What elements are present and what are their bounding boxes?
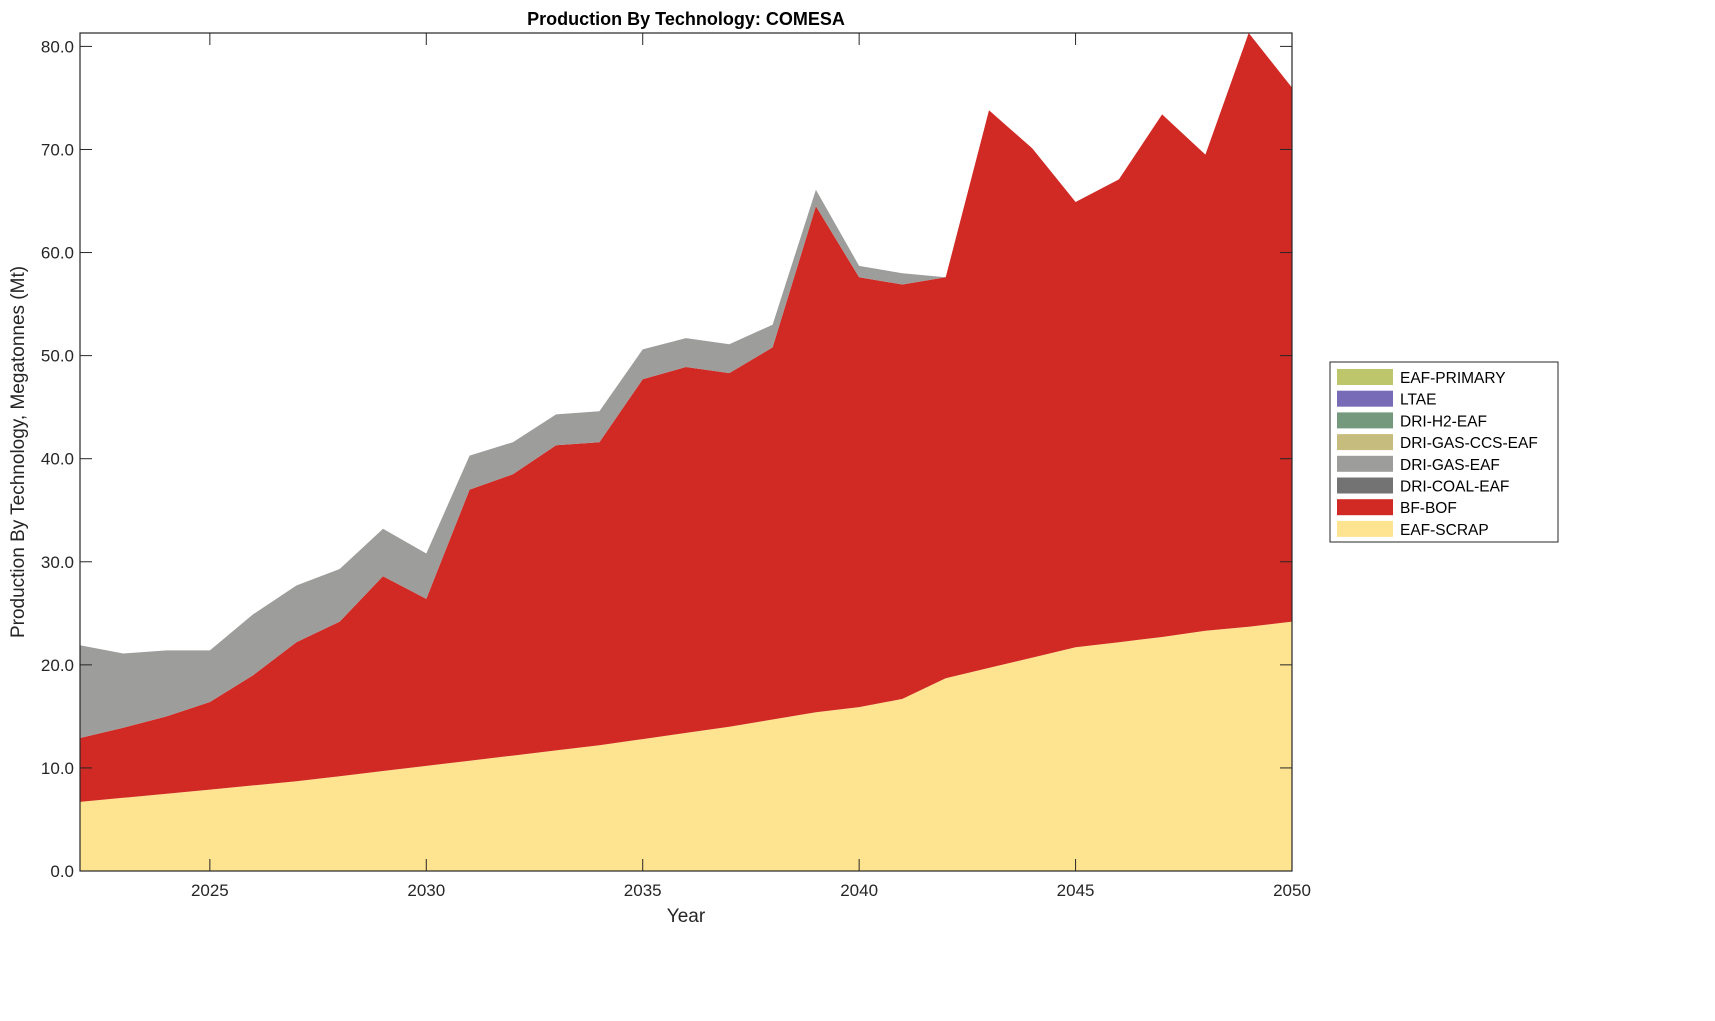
y-tick-label: 80.0: [41, 37, 74, 56]
legend-item-dri-gas-ccs-eaf: DRI-GAS-CCS-EAF: [1337, 434, 1538, 452]
y-tick-label: 70.0: [41, 140, 74, 159]
legend-label: BF-BOF: [1400, 500, 1457, 517]
legend-swatch: [1337, 369, 1393, 385]
legend-swatch: [1337, 455, 1393, 472]
plot-frame: [79, 32, 1293, 872]
x-tick-label: 2025: [191, 881, 229, 900]
legend-item-bf-bof: BF-BOF: [1337, 499, 1457, 517]
legend-swatch: [1337, 520, 1393, 537]
x-axis: 2025 2030 2035 2040 2045 2050: [191, 33, 1311, 900]
area-dri-gas-eaf: [80, 33, 1292, 738]
x-tick-label: 2050: [1273, 881, 1311, 900]
area-eaf-scrap: [80, 621, 1292, 871]
legend-label: DRI-H2-EAF: [1400, 413, 1487, 430]
chart-title: Production By Technology: COMESA: [527, 9, 845, 29]
legend-swatch: [1337, 412, 1393, 429]
y-tick-label: 10.0: [41, 759, 74, 778]
legend: EAF-PRIMARY LTAE DRI-H2-EAF DRI-GAS-CCS-EAF…: [1329, 361, 1559, 543]
legend-swatch: [1337, 434, 1393, 451]
y-tick-label: 20.0: [41, 656, 74, 675]
legend-label: DRI-GAS-CCS-EAF: [1400, 435, 1538, 452]
y-axis-label: Production By Technology, Megatonnes (Mt…: [8, 266, 29, 638]
legend-item-dri-gas-eaf: DRI-GAS-EAF: [1337, 455, 1500, 474]
x-axis-label: Year: [667, 906, 706, 927]
legend-item-dri-h2-eaf: DRI-H2-EAF: [1337, 412, 1487, 430]
legend-item-dri-coal-eaf: DRI-COAL-EAF: [1337, 477, 1509, 496]
area-bf-bof: [80, 33, 1292, 802]
legend-swatch: [1337, 499, 1393, 516]
legend-label: DRI-COAL-EAF: [1400, 479, 1509, 496]
legend-item-eaf-scrap: EAF-SCRAP: [1337, 520, 1489, 539]
x-tick-label: 2035: [624, 881, 662, 900]
y-axis: 0.0 10.0 20.0 30.0 40.0 50.0 60.0 70.0 80.0: [41, 37, 1292, 881]
x-tick-label: 2045: [1057, 881, 1095, 900]
legend-label: DRI-GAS-EAF: [1400, 457, 1500, 474]
area-layers: [80, 33, 1292, 871]
legend-label: EAF-PRIMARY: [1400, 370, 1506, 387]
y-tick-label: 30.0: [41, 553, 74, 572]
x-tick-label: 2040: [840, 881, 878, 900]
x-tick-label: 2030: [407, 881, 445, 900]
y-tick-label: 60.0: [41, 244, 74, 263]
legend-label: EAF-SCRAP: [1400, 522, 1489, 539]
legend-item-ltae: LTAE: [1337, 390, 1436, 409]
y-tick-label: 50.0: [41, 347, 74, 366]
legend-swatch: [1337, 477, 1393, 494]
legend-item-eaf-primary: EAF-PRIMARY: [1337, 369, 1506, 387]
legend-swatch: [1337, 390, 1393, 407]
legend-label: LTAE: [1400, 392, 1436, 409]
y-tick-label: 40.0: [41, 450, 74, 469]
y-tick-label: 0.0: [50, 862, 74, 881]
